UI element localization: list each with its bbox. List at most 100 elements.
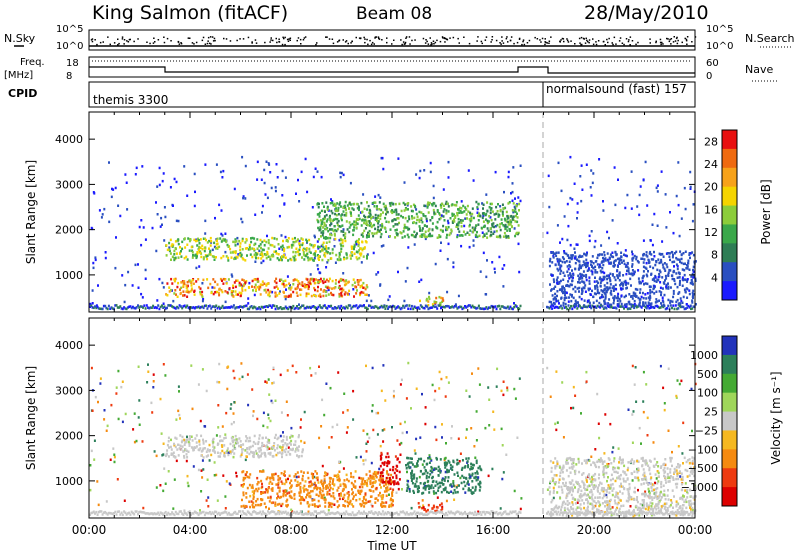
- data-cell: [470, 306, 473, 309]
- nsearch-point: [505, 37, 508, 40]
- data-cell: [616, 295, 619, 298]
- data-cell: [413, 216, 416, 220]
- data-cell: [493, 428, 496, 431]
- data-cell: [175, 252, 178, 255]
- data-cell: [186, 280, 189, 284]
- data-cell: [673, 307, 676, 311]
- data-cell: [503, 231, 506, 235]
- data-cell: [235, 471, 238, 475]
- data-cell: [316, 264, 319, 267]
- data-cell: [265, 436, 267, 439]
- data-cell: [677, 292, 680, 295]
- data-cell: [318, 258, 320, 261]
- data-cell: [205, 304, 208, 307]
- data-cell: [587, 268, 590, 272]
- data-cell: [376, 228, 379, 232]
- nsearch-point: [367, 43, 369, 46]
- data-cell: [602, 263, 605, 267]
- nsearch-point: [278, 41, 281, 43]
- data-cell: [317, 305, 320, 309]
- data-cell: [129, 305, 132, 308]
- data-cell: [231, 448, 234, 452]
- data-cell: [642, 275, 645, 278]
- nsearch-point: [518, 38, 521, 40]
- data-cell: [500, 305, 503, 308]
- data-cell: [447, 176, 450, 179]
- data-cell: [377, 471, 380, 474]
- data-cell: [647, 296, 650, 299]
- data-cell: [654, 304, 657, 308]
- data-cell: [186, 474, 189, 478]
- data-cell: [644, 282, 647, 285]
- data-cell: [498, 225, 501, 229]
- colorbar-tick-label: 8: [711, 249, 718, 262]
- data-cell: [266, 282, 269, 286]
- data-cell: [452, 265, 455, 269]
- data-cell: [562, 257, 565, 261]
- data-cell: [615, 307, 618, 310]
- data-cell: [324, 501, 327, 504]
- data-cell: [428, 291, 431, 295]
- data-cell: [339, 225, 342, 228]
- data-cell: [609, 292, 612, 295]
- data-cell: [188, 435, 191, 438]
- data-cell: [380, 473, 383, 476]
- data-cell: [140, 292, 143, 296]
- data-cell: [461, 307, 464, 311]
- data-cell: [259, 293, 262, 296]
- freq-panel: Freq. [MHz] 18 8 60 0 Nave: [4, 56, 778, 82]
- colorbar-segment: [722, 243, 737, 263]
- data-cell: [244, 259, 247, 262]
- data-cell: [692, 289, 695, 293]
- data-cell: [343, 485, 346, 488]
- data-cell: [173, 253, 176, 256]
- data-cell: [613, 287, 616, 291]
- data-cell: [347, 496, 350, 499]
- data-cell: [356, 280, 359, 284]
- data-cell: [314, 486, 317, 489]
- data-cell: [492, 410, 495, 413]
- data-cell: [317, 220, 320, 224]
- data-cell: [244, 304, 247, 308]
- data-cell: [680, 261, 683, 265]
- data-cell: [418, 210, 421, 214]
- data-cell: [401, 236, 404, 239]
- data-cell: [222, 277, 225, 281]
- data-cell: [319, 277, 322, 281]
- data-cell: [620, 288, 623, 291]
- data-cell: [238, 306, 240, 309]
- data-cell: [588, 301, 591, 305]
- data-cell: [588, 287, 591, 290]
- data-cell: [273, 245, 276, 248]
- data-cell: [373, 306, 376, 309]
- data-cell: [340, 250, 343, 253]
- data-cell: [252, 501, 255, 504]
- data-cell: [207, 286, 210, 290]
- data-cell: [328, 482, 331, 486]
- data-cell: [422, 213, 425, 216]
- data-cell: [365, 450, 368, 453]
- data-cell: [172, 451, 175, 454]
- data-cell: [664, 307, 667, 311]
- data-cell: [666, 265, 669, 269]
- data-cell: [91, 227, 94, 231]
- data-cell: [204, 246, 207, 249]
- data-cell: [576, 211, 579, 214]
- data-cell: [226, 306, 229, 309]
- data-cell: [361, 304, 364, 308]
- data-cell: [330, 494, 333, 498]
- data-cell: [383, 428, 386, 431]
- data-cell: [372, 484, 375, 488]
- data-cell: [288, 452, 291, 456]
- data-cell: [118, 306, 120, 309]
- data-cell: [183, 449, 186, 453]
- data-cell: [247, 439, 250, 443]
- nsearch-point: [441, 36, 444, 38]
- data-cell: [221, 445, 224, 448]
- data-cell: [458, 460, 461, 463]
- data-cell: [344, 283, 347, 286]
- data-cell: [220, 209, 223, 212]
- data-cell: [173, 455, 176, 458]
- data-cell: [664, 279, 666, 282]
